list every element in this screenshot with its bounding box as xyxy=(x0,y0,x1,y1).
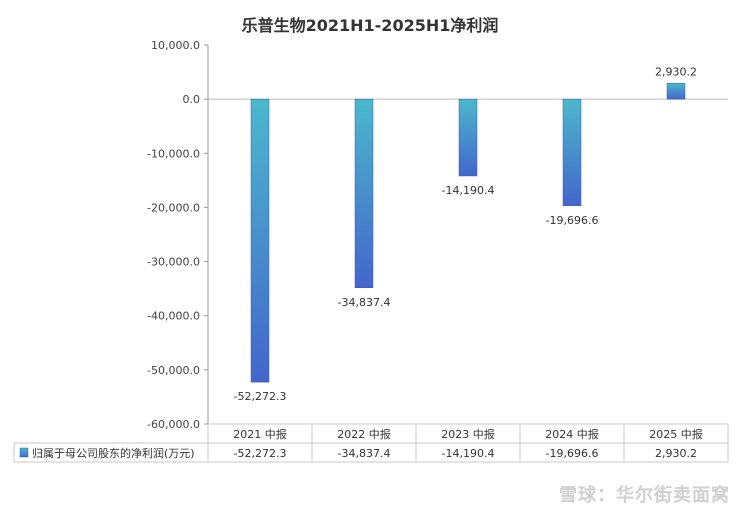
bar-2 xyxy=(354,98,374,289)
watermark: 雪球：华尔街卖面窝 xyxy=(559,485,730,506)
y-tick-label: -20,000.0 xyxy=(147,201,200,214)
legend-series-name: 归属于母公司股东的净利润(万元) xyxy=(32,446,195,460)
category-label-1: 2021 中报 xyxy=(233,427,287,441)
bar-3 xyxy=(458,98,478,177)
y-axis: 10,000.0 0.0 -10,000.0 -20,000.0 -30,000.0 -4… xyxy=(147,39,728,431)
data-label-3: -14,190.4 xyxy=(442,184,495,197)
table-value-5: 2,930.2 xyxy=(655,447,697,460)
bar-5 xyxy=(666,83,686,100)
y-tick-label: 10,000.0 xyxy=(151,39,200,52)
y-tick-label: 0.0 xyxy=(183,93,201,106)
category-label-3: 2023 中报 xyxy=(441,427,495,441)
data-labels: -52,272.3 -34,837.4 -14,190.4 -19,696.6 2,93… xyxy=(234,65,697,403)
table-value-4: -19,696.6 xyxy=(546,447,599,460)
category-label-2: 2022 中报 xyxy=(337,427,391,441)
y-tick-label: -10,000.0 xyxy=(147,147,200,160)
y-tick-label: -50,000.0 xyxy=(147,364,200,377)
data-label-4: -19,696.6 xyxy=(546,214,599,227)
table-value-3: -14,190.4 xyxy=(442,447,495,460)
y-tick-label: -40,000.0 xyxy=(147,310,200,323)
bars xyxy=(250,83,686,383)
y-tick-label: -30,000.0 xyxy=(147,256,200,269)
bar-4 xyxy=(562,98,582,207)
table-value-1: -52,272.3 xyxy=(234,447,287,460)
legend-key xyxy=(19,447,29,458)
bar-1 xyxy=(250,98,270,383)
category-label-5: 2025 中报 xyxy=(649,427,703,441)
chart-title: 乐普生物2021H1-2025H1净利润 xyxy=(241,16,499,35)
data-label-2: -34,837.4 xyxy=(338,296,391,309)
table-value-2: -34,837.4 xyxy=(338,447,391,460)
data-label-5: 2,930.2 xyxy=(655,65,697,78)
y-tick-label: -60,000.0 xyxy=(147,418,200,431)
data-label-1: -52,272.3 xyxy=(234,390,287,403)
data-table: 2021 中报 2022 中报 2023 中报 2024 中报 2025 中报归属于母公… xyxy=(13,423,729,463)
category-label-4: 2024 中报 xyxy=(545,427,599,441)
